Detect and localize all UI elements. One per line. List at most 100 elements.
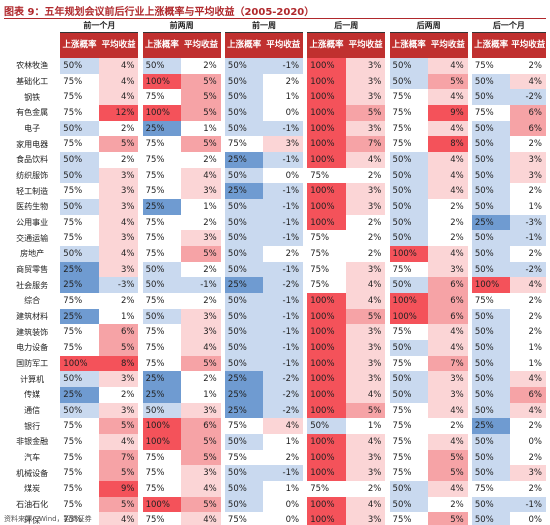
prob-cell: 25% xyxy=(60,277,99,294)
return-cell: 3% xyxy=(510,152,546,168)
prob-cell: 75% xyxy=(60,89,99,106)
return-cell: 6% xyxy=(98,324,139,341)
prob-cell: 75% xyxy=(389,136,429,153)
return-cell: 4% xyxy=(98,512,139,525)
prob-cell: 50% xyxy=(471,73,511,90)
prob-cell: 100% xyxy=(142,418,182,435)
return-cell: 2% xyxy=(428,199,468,215)
prob-cell: 50% xyxy=(60,246,99,262)
table-row: 机械设备 75% 5% 75% 3% 50% -1% 100% 3% 75% 5% 50% 3% xyxy=(4,465,546,482)
return-cell: 1% xyxy=(263,89,304,106)
prob-cell: 75% xyxy=(307,167,346,184)
return-cell: 4% xyxy=(345,496,386,513)
return-cell: 6% xyxy=(428,308,468,325)
return-cell: 5% xyxy=(98,465,139,482)
return-cell: 0% xyxy=(510,512,546,525)
return-cell: -1% xyxy=(510,230,546,247)
return-cell: 3% xyxy=(428,371,468,388)
table-row: 轻工制造 75% 3% 75% 3% 25% -1% 100% 3% 50% 4% 50% 2% xyxy=(4,183,546,200)
return-cell: 4% xyxy=(98,434,139,450)
industry-name: 综合 xyxy=(24,296,41,306)
return-cell: 0% xyxy=(510,434,546,450)
industry-name: 医药生物 xyxy=(16,202,49,212)
return-cell: 4% xyxy=(428,340,468,356)
table-row: 交通运输 75% 3% 75% 3% 50% -1% 75% 2% 50% 2% 50% -1% xyxy=(4,230,546,247)
period-header: 前一周 xyxy=(224,20,304,33)
prob-cell: 50% xyxy=(224,434,264,450)
prob-cell: 75% xyxy=(307,230,346,247)
return-cell: 5% xyxy=(345,402,386,419)
return-cell: -1% xyxy=(263,183,304,200)
return-cell: 2% xyxy=(98,120,139,137)
return-cell: 4% xyxy=(428,434,468,450)
prob-cell: 50% xyxy=(224,120,264,137)
data-table-container: 前一个月 前两周 前一周 后一周 后两周 后一个月 上涨概率 平均收益 上涨概率 平均… xyxy=(4,20,546,525)
industry-name: 基础化工 xyxy=(16,77,49,86)
return-cell: -1% xyxy=(263,230,304,247)
return-cell: -3% xyxy=(98,277,139,294)
prob-cell: 75% xyxy=(142,230,182,247)
prob-cell: 75% xyxy=(471,481,511,497)
prob-cell: 50% xyxy=(471,89,511,106)
prob-cell: 75% xyxy=(471,105,511,121)
return-cell: 4% xyxy=(510,402,546,419)
prob-cell: 75% xyxy=(60,214,99,231)
prob-cell: 50% xyxy=(224,214,264,231)
return-cell: 3% xyxy=(510,167,546,184)
return-cell: 5% xyxy=(98,496,139,513)
table-row: 电力设备 75% 5% 75% 4% 50% -1% 100% 3% 50% 4% 50% 1% xyxy=(4,340,546,356)
industry-name: 商贸零售 xyxy=(16,265,49,275)
return-cell: 3% xyxy=(345,449,386,466)
prob-cell: 50% xyxy=(389,199,429,215)
prob-cell: 75% xyxy=(60,434,99,450)
industry-name: 汽车 xyxy=(24,453,41,463)
prob-cell: 25% xyxy=(224,371,264,388)
prob-cell: 50% xyxy=(471,371,511,388)
prob-cell: 75% xyxy=(60,136,99,153)
return-cell: 3% xyxy=(345,324,386,341)
prob-cell: 25% xyxy=(142,371,182,388)
return-cell: 5% xyxy=(181,246,221,262)
prob-cell: 100% xyxy=(307,496,346,513)
metric-header-row: 上涨概率 平均收益 上涨概率 平均收益 上涨概率 平均收益 上涨概率 平均收益 上涨概率 平均收益… xyxy=(4,32,546,58)
return-cell: 9% xyxy=(428,105,468,121)
table-title: 图表 9：五年规划会议前后行业上涨概率与平均收益（2005-2020） xyxy=(4,7,315,18)
return-cell: 3% xyxy=(345,261,386,278)
prob-cell: 75% xyxy=(307,481,346,497)
prob-cell: 75% xyxy=(224,418,264,435)
prob-cell: 100% xyxy=(389,308,429,325)
return-cell: 6% xyxy=(428,277,468,294)
table-row: 有色金属 75% 12% 100% 5% 50% 0% 100% 5% 75% 9% 75% 6% xyxy=(4,105,546,121)
prob-cell: 50% xyxy=(142,402,182,419)
prob-cell: 50% xyxy=(471,340,511,356)
table-row: 电子 50% 2% 25% 1% 50% -1% 100% 3% 75% 4% 50% 6% xyxy=(4,120,546,137)
return-cell: 2% xyxy=(181,261,221,278)
return-cell: 7% xyxy=(345,136,386,153)
return-cell: 8% xyxy=(428,136,468,153)
table-row: 医药生物 50% 3% 25% 1% 50% -1% 100% 3% 50% 2% 50% 1% xyxy=(4,199,546,215)
return-cell: -1% xyxy=(263,340,304,356)
return-cell: 5% xyxy=(428,73,468,90)
prob-header: 上涨概率 xyxy=(389,32,429,58)
return-cell: -1% xyxy=(263,293,304,309)
return-header: 平均收益 xyxy=(345,32,386,58)
prob-cell: 50% xyxy=(142,308,182,325)
industry-name: 钢铁 xyxy=(24,92,41,102)
industry-name: 公用事业 xyxy=(16,218,49,228)
return-cell: 3% xyxy=(181,324,221,341)
return-cell: 1% xyxy=(181,199,221,215)
prob-cell: 25% xyxy=(224,277,264,294)
return-header: 平均收益 xyxy=(263,32,304,58)
return-cell: 2% xyxy=(263,246,304,262)
prob-cell: 100% xyxy=(307,293,346,309)
prob-cell: 50% xyxy=(224,105,264,121)
prob-cell: 75% xyxy=(471,58,511,74)
industry-name: 石油石化 xyxy=(16,500,49,510)
prob-cell: 25% xyxy=(142,387,182,403)
return-cell: 4% xyxy=(98,89,139,106)
prob-cell: 100% xyxy=(307,58,346,74)
return-cell: 2% xyxy=(263,73,304,90)
return-cell: 3% xyxy=(345,371,386,388)
return-cell: 4% xyxy=(428,58,468,74)
prob-cell: 75% xyxy=(389,449,429,466)
